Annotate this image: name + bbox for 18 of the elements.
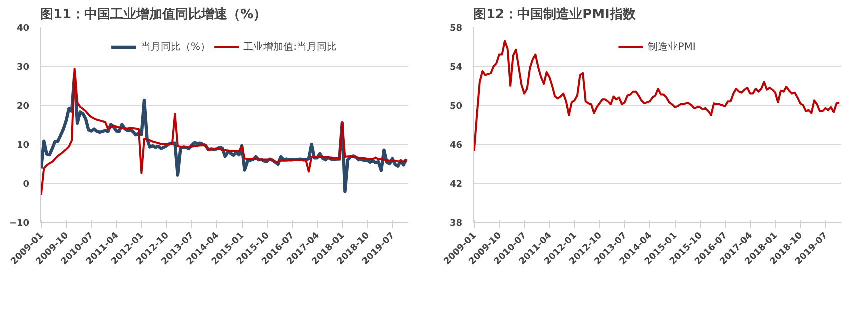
legend-label: 制造业PMI [648,40,696,54]
y-tick-label: 38 [450,219,463,229]
y-tick-label: 10 [16,141,30,151]
line-series [474,40,841,152]
y-tick-label: −10 [9,219,30,229]
y-tick-label: 20 [16,102,30,112]
legend-label: 工业增加值:当月同比 [244,40,337,54]
y-tick-label: 42 [450,180,463,190]
y-tick-label: 58 [450,24,463,34]
y-tick-label: 30 [16,63,30,73]
y-tick-label: 46 [450,141,463,151]
y-tick-label: 54 [450,63,463,73]
legend-label: 当月同比（%） [141,40,211,54]
chart-title: 图11：中国工业增加值同比增速（%） [40,8,267,22]
y-tick-label: 40 [16,24,30,34]
y-tick-label: 50 [450,102,463,112]
chart-title: 图12：中国制造业PMI指数 [474,8,637,22]
y-tick-label: 0 [23,180,30,190]
